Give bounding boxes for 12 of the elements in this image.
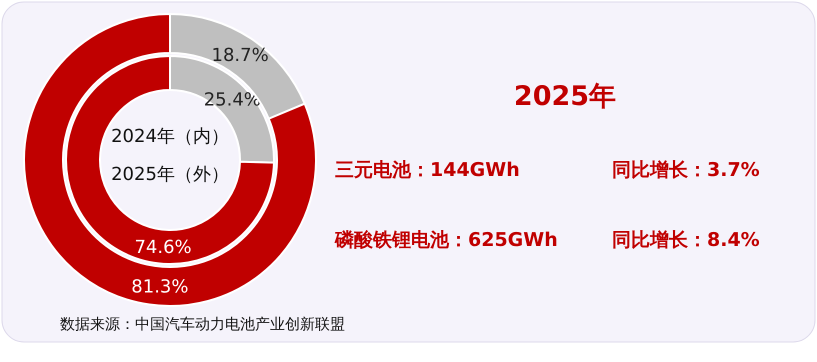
slice-label: 2024年（内）	[111, 126, 229, 147]
text: 同比增长：3.7%	[612, 159, 760, 181]
text: 2025年	[514, 81, 616, 112]
source-note: 数据来源：中国汽车动力电池产业创新联盟	[60, 315, 345, 333]
data-label: 81.3%	[131, 276, 188, 298]
text: 三元电池：144GWh	[335, 159, 520, 181]
data-label: 18.7%	[212, 45, 269, 66]
slice-label: 2025年（外）	[111, 164, 229, 185]
data-label: 74.6%	[134, 237, 192, 258]
text: 磷酸铁锂电池：625GWh	[334, 229, 558, 251]
text: 同比增长：8.4%	[612, 229, 760, 251]
data-label: 25.4%	[204, 90, 261, 111]
